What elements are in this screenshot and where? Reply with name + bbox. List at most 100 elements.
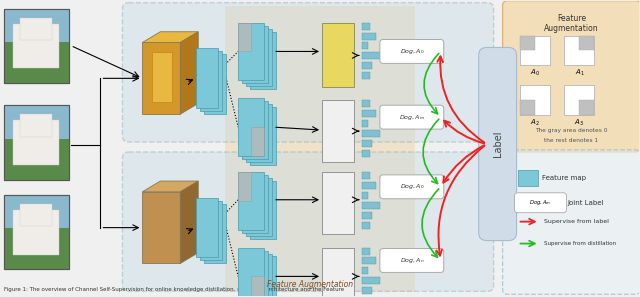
Bar bbox=[322, 100, 354, 162]
FancyBboxPatch shape bbox=[380, 105, 444, 129]
Bar bbox=[579, 100, 595, 115]
Bar bbox=[564, 85, 595, 115]
Bar bbox=[362, 62, 372, 69]
Text: $Dog, A_0$: $Dog, A_0$ bbox=[399, 47, 424, 56]
Bar bbox=[4, 195, 68, 228]
Text: Augmentation: Augmentation bbox=[544, 24, 599, 33]
Bar bbox=[362, 202, 380, 209]
Bar bbox=[520, 100, 534, 115]
Text: Supervise from label: Supervise from label bbox=[543, 219, 609, 224]
Bar bbox=[242, 175, 268, 233]
Bar bbox=[13, 23, 59, 68]
Bar bbox=[362, 267, 368, 274]
Bar bbox=[362, 130, 380, 137]
Bar bbox=[4, 42, 68, 83]
Bar bbox=[362, 53, 380, 59]
Bar bbox=[362, 120, 368, 127]
Bar bbox=[204, 204, 226, 263]
Bar bbox=[362, 42, 368, 50]
Bar bbox=[20, 204, 52, 226]
Bar bbox=[362, 277, 380, 284]
Bar bbox=[4, 105, 68, 180]
Bar bbox=[362, 247, 370, 255]
Bar bbox=[196, 48, 218, 108]
Bar bbox=[362, 222, 370, 229]
Bar bbox=[250, 257, 276, 297]
Bar bbox=[322, 247, 354, 297]
Bar bbox=[242, 251, 268, 297]
Text: $A_2$: $A_2$ bbox=[530, 118, 540, 128]
FancyBboxPatch shape bbox=[380, 40, 444, 63]
FancyBboxPatch shape bbox=[502, 1, 640, 152]
Bar bbox=[242, 26, 268, 83]
Bar bbox=[4, 228, 68, 269]
Text: the rest denotes 1: the rest denotes 1 bbox=[545, 138, 598, 143]
Bar bbox=[4, 105, 68, 139]
Bar bbox=[242, 101, 268, 159]
Bar bbox=[142, 192, 180, 263]
Text: The gray area denotes 0: The gray area denotes 0 bbox=[535, 128, 608, 132]
Bar bbox=[251, 277, 264, 297]
Bar bbox=[250, 181, 276, 238]
Bar bbox=[246, 29, 272, 86]
Bar bbox=[4, 195, 68, 269]
Bar bbox=[4, 9, 68, 83]
Bar bbox=[4, 9, 68, 42]
FancyBboxPatch shape bbox=[122, 152, 493, 291]
Text: $Dog, A_m$: $Dog, A_m$ bbox=[529, 198, 552, 207]
Text: $A_0$: $A_0$ bbox=[529, 68, 540, 78]
Polygon shape bbox=[180, 32, 198, 114]
Bar bbox=[13, 210, 59, 255]
Bar bbox=[20, 114, 52, 137]
Bar bbox=[322, 172, 354, 234]
Bar bbox=[4, 105, 68, 180]
Bar bbox=[4, 139, 68, 180]
Bar bbox=[251, 127, 264, 156]
Bar bbox=[20, 18, 52, 40]
Bar bbox=[142, 42, 180, 114]
Bar bbox=[238, 23, 264, 80]
Bar bbox=[362, 150, 370, 157]
Bar bbox=[362, 257, 376, 264]
Bar bbox=[362, 110, 376, 117]
FancyBboxPatch shape bbox=[122, 3, 493, 142]
Bar bbox=[579, 36, 595, 50]
Bar bbox=[196, 198, 218, 257]
Text: $Dog, A_m$: $Dog, A_m$ bbox=[399, 113, 425, 122]
Bar bbox=[200, 51, 222, 111]
Bar bbox=[204, 54, 226, 114]
Text: Figure 1: The overview of Channel Self-Supervision for online knowledge distilla: Figure 1: The overview of Channel Self-S… bbox=[4, 287, 344, 292]
Polygon shape bbox=[142, 181, 198, 192]
Bar bbox=[250, 107, 276, 165]
Bar bbox=[238, 172, 251, 201]
FancyBboxPatch shape bbox=[515, 193, 566, 213]
Bar bbox=[362, 182, 376, 189]
Text: Feature: Feature bbox=[557, 14, 586, 23]
Bar bbox=[238, 98, 264, 156]
Text: Label: Label bbox=[493, 131, 502, 157]
Bar bbox=[246, 178, 272, 236]
Text: Supervise from distillation: Supervise from distillation bbox=[543, 241, 616, 246]
Bar bbox=[362, 172, 370, 179]
Text: $Dog, A_0$: $Dog, A_0$ bbox=[399, 182, 424, 191]
FancyBboxPatch shape bbox=[502, 150, 640, 294]
Bar bbox=[152, 53, 172, 102]
Bar bbox=[362, 23, 370, 30]
Bar bbox=[362, 140, 372, 147]
Bar bbox=[520, 36, 550, 65]
Bar bbox=[246, 254, 272, 297]
Bar bbox=[362, 100, 370, 107]
FancyBboxPatch shape bbox=[380, 175, 444, 199]
Bar bbox=[200, 201, 222, 260]
Text: $A_1$: $A_1$ bbox=[575, 68, 584, 78]
FancyBboxPatch shape bbox=[479, 48, 516, 241]
FancyBboxPatch shape bbox=[380, 249, 444, 272]
Bar bbox=[564, 36, 595, 65]
Polygon shape bbox=[180, 181, 198, 263]
Bar bbox=[238, 247, 264, 297]
Bar bbox=[238, 172, 264, 230]
Polygon shape bbox=[225, 6, 415, 292]
Bar bbox=[4, 9, 68, 83]
Bar bbox=[246, 104, 272, 162]
Bar bbox=[362, 287, 372, 294]
